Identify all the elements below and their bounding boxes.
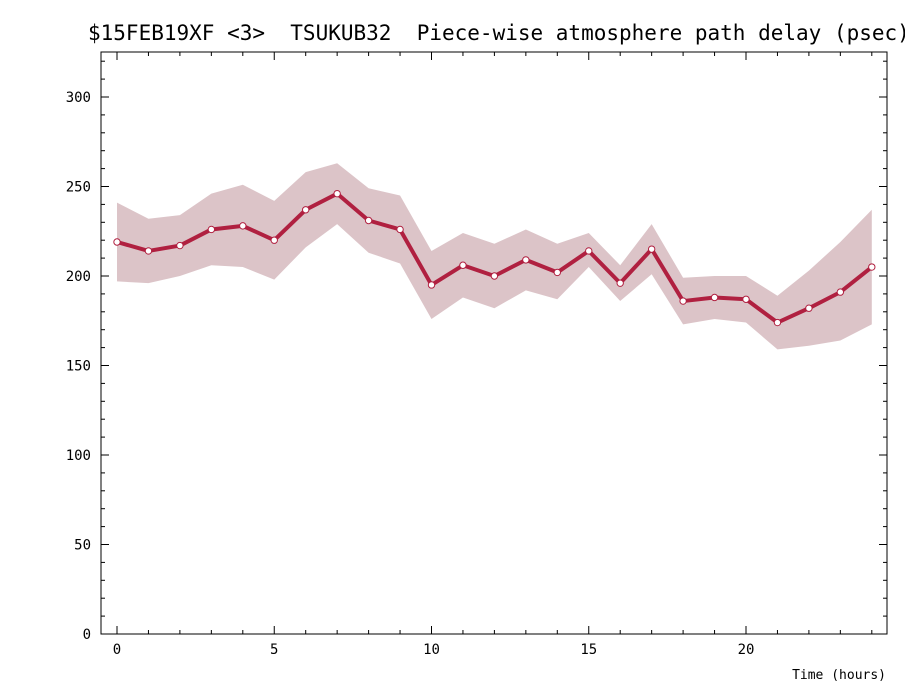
data-point — [270, 236, 278, 244]
data-point — [490, 272, 499, 280]
y-tick-label: 150 — [66, 359, 91, 375]
y-tick-labels: 0 50 100 150 200 250 300 — [66, 90, 91, 643]
data-point — [459, 261, 467, 269]
data-point — [616, 279, 624, 287]
data-point — [396, 225, 404, 234]
data-point — [773, 318, 782, 327]
data-point — [553, 268, 561, 277]
data-point — [302, 206, 310, 214]
axis-ticks — [101, 52, 887, 635]
y-tick-label: 300 — [66, 90, 91, 106]
error-band — [117, 163, 872, 350]
data-point — [207, 225, 216, 234]
x-tick-label: 15 — [580, 642, 597, 658]
x-tick-label: 0 — [113, 642, 121, 658]
x-tick-label: 5 — [270, 642, 278, 658]
x-tick-label: 20 — [738, 642, 755, 658]
data-point — [679, 297, 687, 305]
data-point — [647, 245, 656, 253]
data-point — [176, 241, 184, 250]
data-point — [585, 247, 593, 255]
y-tick-label: 100 — [66, 448, 91, 464]
data-point — [742, 295, 750, 303]
data-point — [427, 281, 436, 289]
x-tick-label: 10 — [423, 642, 440, 658]
chart-title: $15FEB19XF <3> TSUKUB32 Piece-wise atmos… — [88, 21, 905, 45]
data-point — [364, 216, 373, 225]
data-point-layer — [113, 189, 876, 327]
data-point — [710, 293, 719, 302]
y-tick-label: 200 — [66, 269, 91, 285]
data-point — [113, 238, 121, 246]
data-point — [333, 189, 341, 198]
y-tick-label: 50 — [74, 538, 91, 554]
data-point — [522, 256, 530, 264]
data-point — [239, 222, 247, 230]
x-tick-labels: 0 5 10 15 20 — [113, 642, 755, 658]
data-point — [805, 304, 813, 312]
y-tick-label: 0 — [83, 627, 91, 643]
plot-frame — [100, 51, 888, 635]
y-tick-label: 250 — [66, 180, 91, 196]
x-axis-label: Time (hours) — [792, 668, 886, 683]
data-point — [144, 247, 153, 255]
data-point — [868, 263, 876, 271]
error-band-layer — [117, 163, 872, 350]
data-point — [836, 288, 845, 296]
